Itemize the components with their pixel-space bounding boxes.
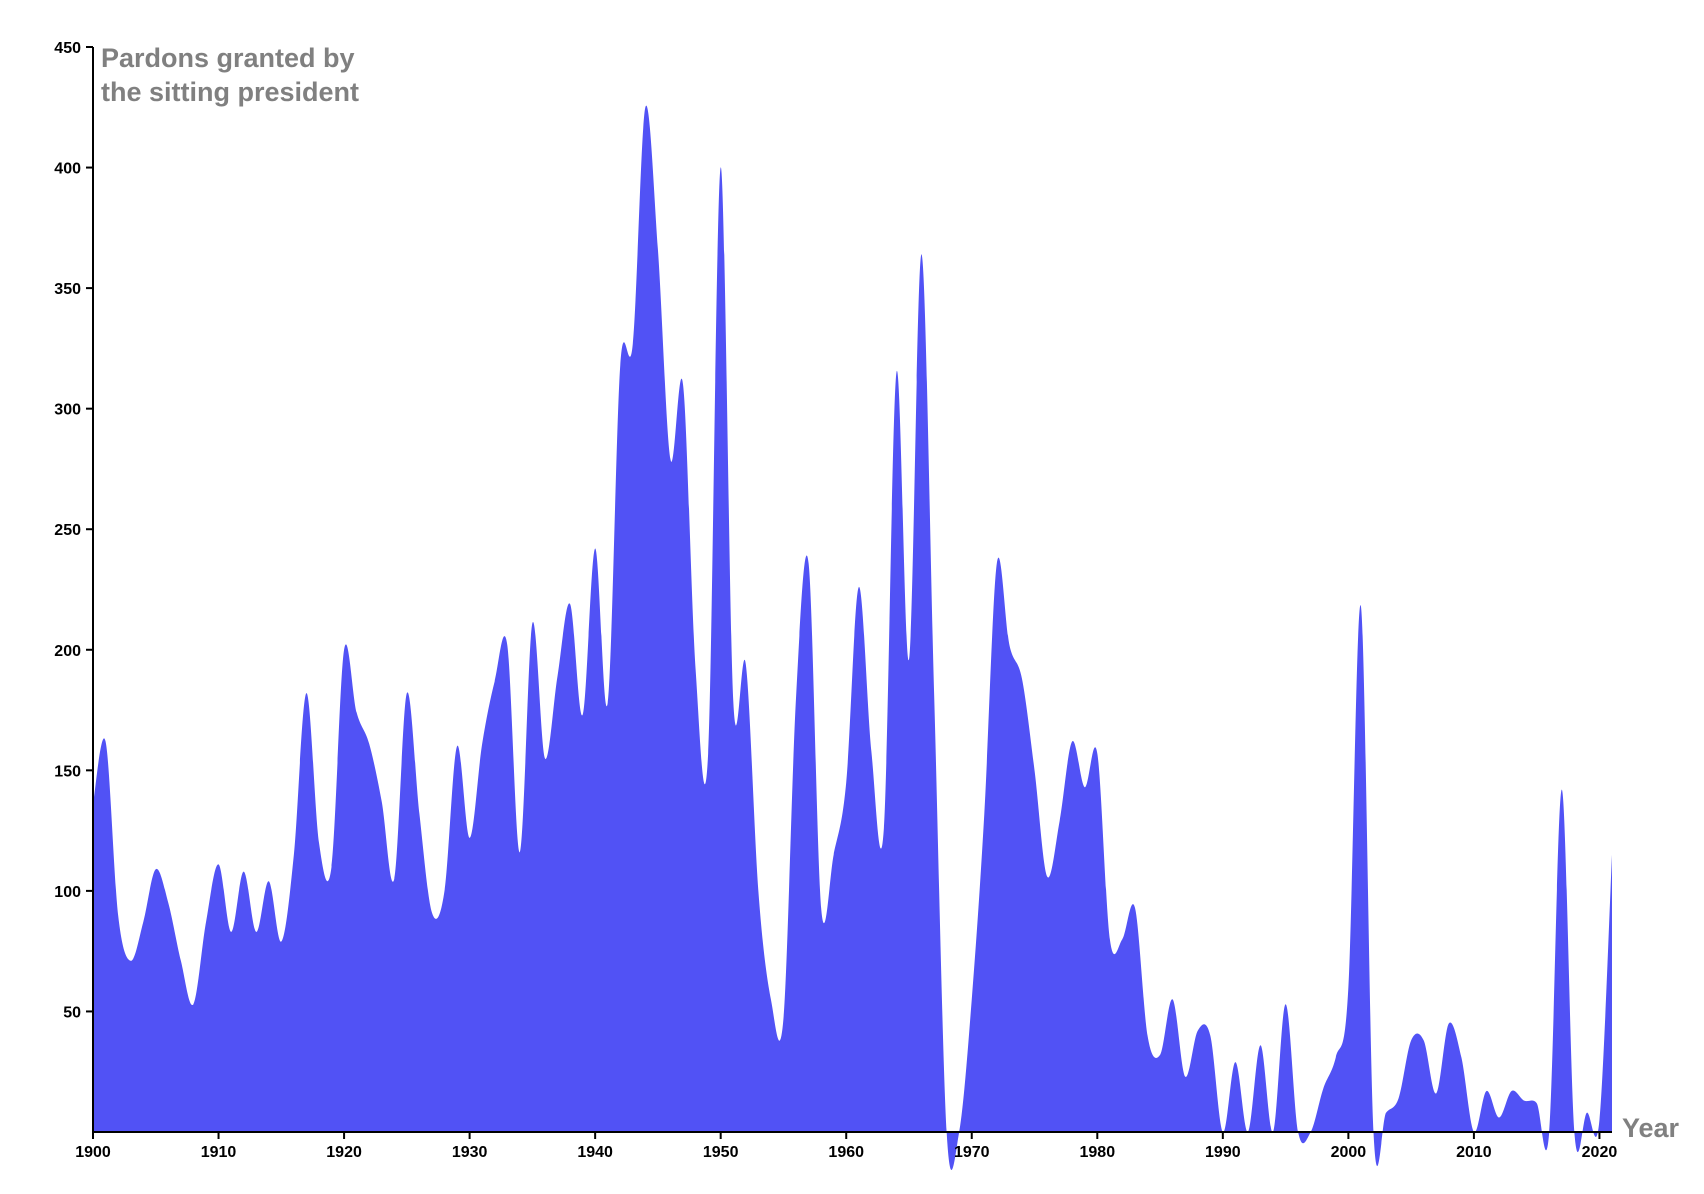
x-tick-label: 2010 (1456, 1144, 1492, 1161)
x-tick-label: 1940 (577, 1144, 613, 1161)
y-tick-label: 250 (54, 522, 81, 539)
x-tick-label: 1990 (1205, 1144, 1241, 1161)
x-axis: 1900 1910 1920 1930 1940 1950 1960 1970 1980 1990… (75, 1131, 1618, 1161)
x-tick-label: 1910 (201, 1144, 237, 1161)
x-tick-label: 1970 (954, 1144, 990, 1161)
y-tick-label: 400 (54, 161, 81, 178)
chart-title-line-1: Pardons granted by (101, 43, 355, 73)
y-tick-label: 100 (54, 884, 81, 901)
x-tick-label: 1930 (452, 1144, 488, 1161)
y-axis: 50 100 150 200 250 300 350 400 450 (54, 40, 94, 1132)
chart-title-line-2: the sitting president (101, 77, 359, 107)
x-tick-label: 2000 (1331, 1144, 1367, 1161)
y-tick-label: 150 (54, 763, 81, 780)
x-tick-label: 1950 (703, 1144, 739, 1161)
chart-title: Pardons granted by the sitting president (101, 43, 362, 107)
pardons-area-series (93, 105, 1612, 1170)
x-tick-label: 1960 (828, 1144, 864, 1161)
x-tick-label: 1980 (1080, 1144, 1116, 1161)
y-tick-label: 350 (54, 281, 81, 298)
x-tick-label: 2020 (1582, 1144, 1618, 1161)
y-tick-label: 300 (54, 402, 81, 419)
y-tick-label: 200 (54, 643, 81, 660)
x-tick-label: 1900 (75, 1144, 111, 1161)
y-tick-label: 50 (63, 1004, 81, 1021)
x-tick-label: 1920 (326, 1144, 362, 1161)
x-axis-title: Year (1622, 1113, 1680, 1143)
y-tick-label: 450 (54, 40, 81, 57)
